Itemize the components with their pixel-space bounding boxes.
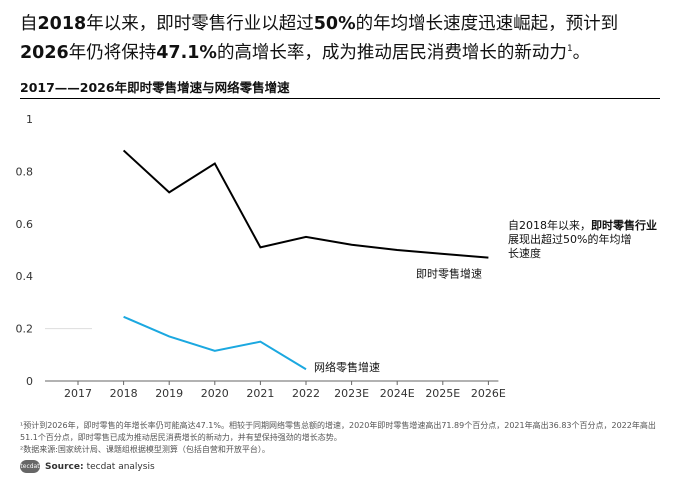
y-axis: 0 0.2 0.4 0.6 0.8 1 <box>16 113 92 388</box>
x-tick-label: 2026E <box>471 387 506 400</box>
chart-title: 2017——2026年即时零售增速与网络零售增速 <box>20 80 290 95</box>
headline-text: 年以来，即时零售行业以超过 <box>86 14 314 34</box>
x-tick-label: 2022 <box>292 387 320 400</box>
y-tick-label: 0.4 <box>16 270 34 283</box>
headline-bold: 2026 <box>20 42 69 63</box>
annotation-text: 自2018年以来，即时零售行业 <box>508 218 657 232</box>
y-tick-label: 0.6 <box>16 218 34 231</box>
y-tick-label: 0.2 <box>16 323 34 336</box>
headline-bold: 47.1% <box>156 42 217 63</box>
footnote-1: ¹预计到2026年，即时零售的年增长率仍可能高达47.1%。相较于同期网络零售总… <box>20 421 656 442</box>
x-tick-label: 2023E <box>334 387 369 400</box>
x-axis: 2017 2018 2019 2020 2021 2022 2023E 2024E 2025E 2… <box>45 380 506 400</box>
x-tick-label: 2025E <box>425 387 460 400</box>
x-tick-label: 2018 <box>110 387 138 400</box>
headline-text: 的高增长率，成为推动居民消费增长的新动力 <box>216 42 567 63</box>
source-text: tecdat analysis <box>86 461 155 472</box>
annotation-text-2: 展现出超过50%的年均增 <box>508 232 631 246</box>
y-tick-label: 0.8 <box>16 165 34 178</box>
title-rule <box>20 98 660 99</box>
series-lines <box>122 149 489 371</box>
x-tick-label: 2024E <box>380 387 415 400</box>
footnote-marker: 1 <box>566 44 573 54</box>
tecdat-logo: tecdat <box>20 460 40 473</box>
x-tick-label: 2021 <box>246 387 274 400</box>
source-line: tecdat Source: tecdat analysis <box>20 460 155 473</box>
headline-text: 自 <box>20 14 38 34</box>
headline-text: 的年均增长速度迅速崛起，预计到 <box>355 14 619 34</box>
series-label: 即时零售增速 <box>416 267 482 281</box>
y-tick-label: 1 <box>26 113 33 126</box>
series-line <box>123 315 307 371</box>
y-tick-label: 0 <box>26 375 33 388</box>
source-label: Source: <box>45 461 84 472</box>
headline-text: 。 <box>572 42 591 63</box>
annotation-part2: 展现出超过50%的年均增 <box>508 232 631 246</box>
series-line <box>122 149 489 259</box>
footnote-2: ²数据来源:国家统计局、课题组根据模型测算（包括自营和开放平台）。 <box>20 445 270 454</box>
series-label: 网络零售增速 <box>314 360 380 374</box>
annotation-text-3: 长速度 <box>508 246 541 260</box>
headline-bold: 50% <box>313 14 356 34</box>
x-tick-label: 2020 <box>201 387 229 400</box>
headline-bold: 2018 <box>37 14 87 34</box>
annotation-bold: 即时零售行业 <box>591 218 657 232</box>
headline-text: 年仍将保持 <box>68 42 157 63</box>
headline: 自2018年以来，即时零售行业以超过50%的年均增长速度迅速崛起，预计到 2026… <box>20 12 670 66</box>
x-tick-label: 2019 <box>155 387 183 400</box>
annotation-part1: 自2018年以来， <box>508 218 591 232</box>
x-tick-label: 2017 <box>64 387 92 400</box>
annotation-part2-cont: 长速度 <box>508 246 541 260</box>
